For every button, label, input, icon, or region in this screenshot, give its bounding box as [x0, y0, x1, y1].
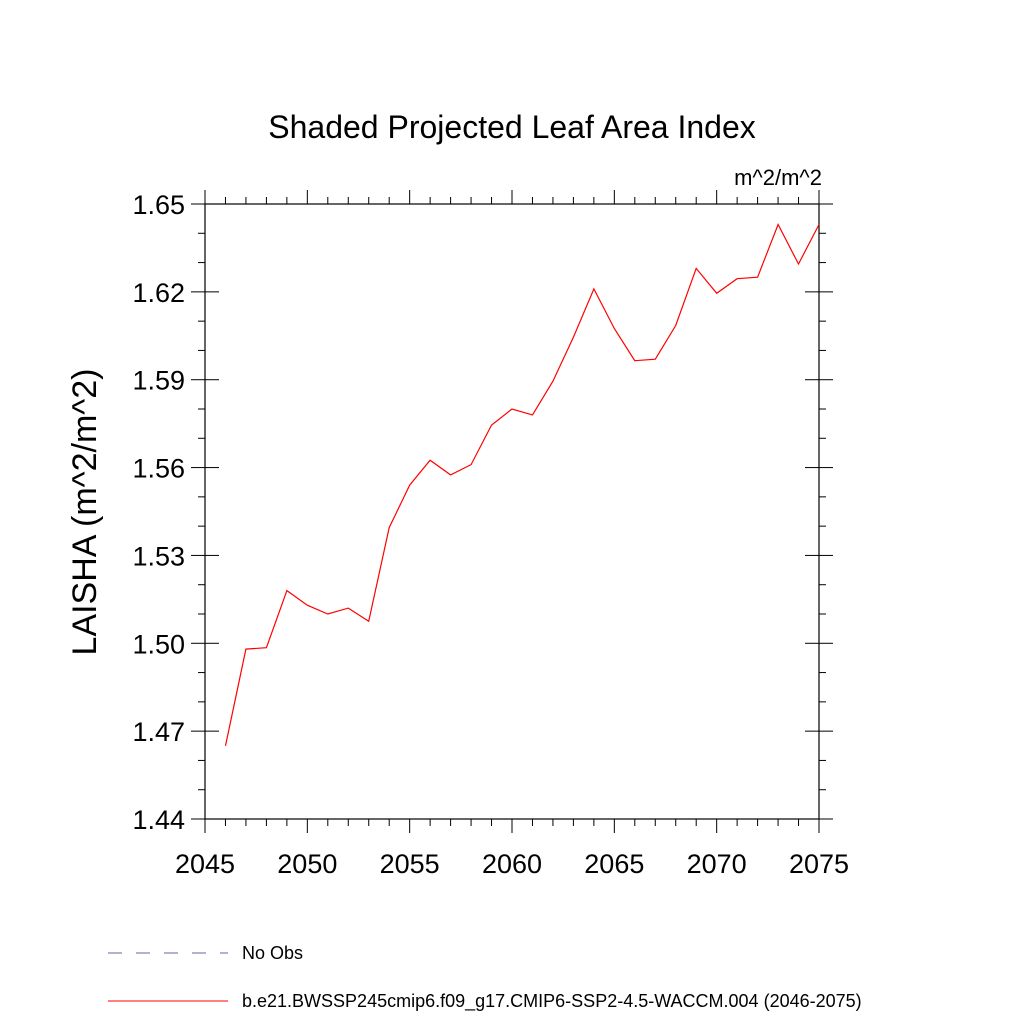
y-tick-label: 1.65: [132, 190, 185, 220]
data-point: [592, 287, 595, 290]
data-point: [715, 292, 718, 295]
data-point: [347, 607, 350, 610]
data-point: [449, 473, 452, 476]
y-tick-label: 1.44: [132, 805, 185, 835]
y-axis-label: LAISHA (m^2/m^2): [66, 369, 104, 656]
legend-model-label: b.e21.BWSSP245cmip6.f09_g17.CMIP6-SSP2-4…: [242, 991, 862, 1012]
legend-no-obs-label: No Obs: [242, 943, 303, 963]
data-point: [818, 223, 821, 226]
chart-title: Shaded Projected Leaf Area Index: [268, 109, 755, 145]
y-axis-tick-labels: 1.44 1.47 1.50 1.53 1.56 1.59 1.62 1.65: [132, 190, 185, 835]
data-point: [265, 646, 268, 649]
data-point: [511, 408, 514, 411]
y-tick-label: 1.59: [132, 366, 185, 396]
data-point: [777, 223, 780, 226]
data-point: [224, 744, 227, 747]
x-tick-label: 2070: [687, 849, 747, 879]
data-point: [756, 276, 759, 279]
data-point: [306, 604, 309, 607]
series-points: [224, 223, 821, 747]
data-point: [695, 267, 698, 270]
x-axis-tick-labels: 2045 2050 2055 2060 2065 2070 2075: [175, 849, 849, 879]
x-tick-label: 2055: [380, 849, 440, 879]
data-point: [490, 424, 493, 427]
y-tick-label: 1.53: [132, 541, 185, 571]
data-point: [285, 589, 288, 592]
data-point: [736, 277, 739, 280]
data-point: [470, 463, 473, 466]
data-point: [326, 613, 329, 616]
data-point: [633, 359, 636, 362]
data-point: [531, 413, 534, 416]
x-axis-ticks: [204, 190, 820, 833]
data-point: [367, 620, 370, 623]
data-point: [408, 484, 411, 487]
y-tick-label: 1.47: [132, 717, 185, 747]
data-point: [572, 336, 575, 339]
y-tick-label: 1.62: [132, 278, 185, 308]
x-tick-label: 2060: [482, 849, 542, 879]
units-label: m^2/m^2: [734, 165, 822, 190]
plot-frame: [204, 203, 820, 820]
x-tick-label: 2050: [277, 849, 337, 879]
y-tick-label: 1.50: [132, 629, 185, 659]
data-point: [388, 526, 391, 529]
legend: No Obs b.e21.BWSSP245cmip6.f09_g17.CMIP6…: [108, 943, 862, 1012]
data-point: [429, 459, 432, 462]
x-tick-label: 2065: [584, 849, 644, 879]
data-point: [654, 358, 657, 361]
data-point: [797, 263, 800, 266]
series-line: [224, 223, 820, 746]
data-point: [613, 327, 616, 330]
data-point: [551, 380, 554, 383]
y-axis-ticks: [191, 203, 833, 820]
x-tick-label: 2045: [175, 849, 235, 879]
x-tick-label: 2075: [789, 849, 849, 879]
data-point: [244, 648, 247, 651]
data-point: [674, 324, 677, 327]
y-tick-label: 1.56: [132, 454, 185, 484]
